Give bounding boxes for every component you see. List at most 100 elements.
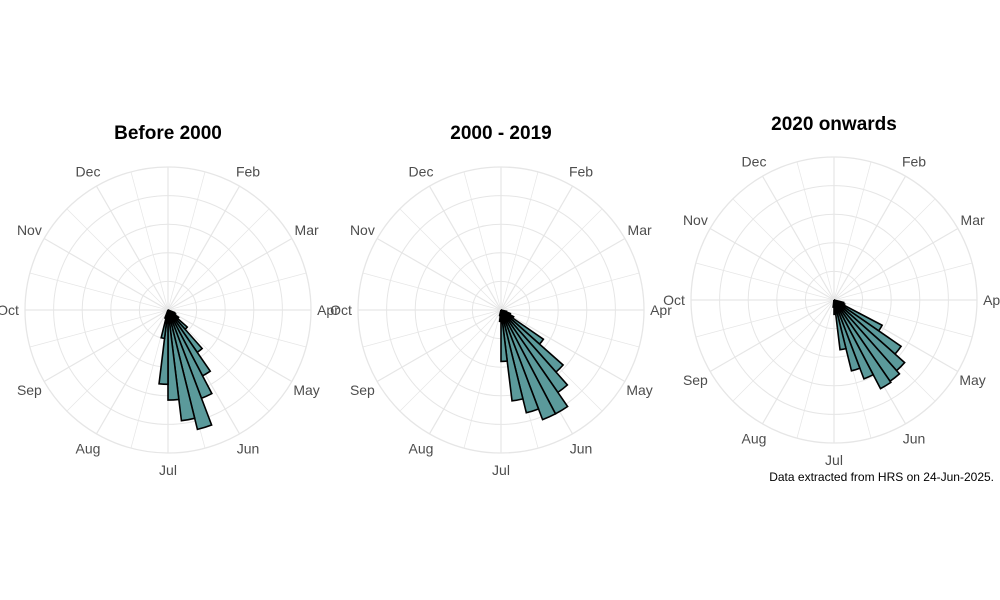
grid-spoke-major <box>376 309 502 383</box>
month-label-feb: Feb <box>902 153 926 169</box>
grid-spoke-major <box>43 237 169 311</box>
grid-spoke-minor <box>796 299 835 439</box>
grid-spoke-minor <box>732 198 835 301</box>
rose-bar <box>500 309 509 363</box>
month-label-sep: Sep <box>683 372 708 388</box>
grid-spoke-major <box>709 299 835 373</box>
grid-spoke-major <box>95 309 169 435</box>
month-label-oct: Oct <box>663 292 685 308</box>
rose-bar <box>833 299 875 380</box>
grid-spoke-minor <box>66 208 169 311</box>
grid-spoke-major <box>167 237 293 311</box>
month-label-jul: Jul <box>159 462 177 478</box>
month-label-mar: Mar <box>961 212 985 228</box>
grid-spoke-major <box>43 309 169 383</box>
rose-chart-2: Dec Feb Mar Apr May Jun Jul Aug Sep Oct Nov 2000 - … <box>330 123 672 478</box>
rose-bar <box>167 309 213 431</box>
grid-spoke-major <box>500 309 626 383</box>
rose-bar <box>832 299 835 308</box>
month-label-dec: Dec <box>76 163 101 179</box>
grid-spoke-minor <box>500 208 603 311</box>
month-label-nov: Nov <box>350 222 375 238</box>
month-label-jun: Jun <box>237 441 260 457</box>
month-label-may: May <box>626 382 652 398</box>
rose-bar <box>167 309 180 401</box>
month-label-jul: Jul <box>825 452 843 468</box>
grid-spoke-minor <box>130 171 169 311</box>
month-label-sep: Sep <box>350 382 375 398</box>
rose-bar <box>500 309 540 414</box>
grid-spoke-major <box>95 185 169 311</box>
grid-spoke-minor <box>463 309 502 449</box>
rose-bar <box>163 309 169 320</box>
month-label-jun: Jun <box>570 441 593 457</box>
data-source-caption: Data extracted from HRS on 24-Jun-2025. <box>769 470 994 484</box>
grid-spoke-major <box>500 185 574 311</box>
grid-spoke-minor <box>695 262 835 301</box>
grid-spoke-minor <box>167 171 206 311</box>
grid-spoke-minor <box>29 272 169 311</box>
month-label-oct: Oct <box>0 302 19 318</box>
grid-spoke-minor <box>463 171 502 311</box>
rose-bar <box>498 309 502 317</box>
grid-spoke-major <box>167 185 241 311</box>
rose-bar <box>167 309 196 422</box>
grid-spoke-minor <box>833 161 872 301</box>
rose-chart-1: Dec Feb Mar Apr May Jun Jul Aug Sep Oct Nov Before … <box>0 123 339 478</box>
grid-spoke-major <box>709 227 835 301</box>
grid-spoke-minor <box>732 299 835 402</box>
month-label-dec: Dec <box>409 163 434 179</box>
month-label-oct: Oct <box>330 302 352 318</box>
grid-spoke-minor <box>167 309 307 348</box>
grid-spoke-minor <box>362 272 502 311</box>
grid-spoke-major <box>761 175 835 301</box>
month-label-aug: Aug <box>742 431 767 447</box>
grid-spoke-major <box>833 175 907 301</box>
grid-spoke-minor <box>695 299 835 338</box>
month-label-nov: Nov <box>17 222 42 238</box>
month-label-feb: Feb <box>236 163 260 179</box>
grid-spoke-minor <box>399 208 502 311</box>
grid-spoke-major <box>833 227 959 301</box>
grid-spoke-major <box>167 309 293 383</box>
rose-chart-3: Dec Feb Mar Apr May Jun Jul Aug Sep Oct Nov 2020 on… <box>663 114 1000 468</box>
grid-spoke-minor <box>362 309 502 348</box>
chart-title: 2020 onwards <box>771 114 897 135</box>
grid-spoke-major <box>761 299 835 425</box>
month-label-jul: Jul <box>492 462 510 478</box>
grid-spoke-minor <box>833 198 936 301</box>
grid-spoke-minor <box>66 309 169 412</box>
month-label-mar: Mar <box>295 222 319 238</box>
month-label-aug: Aug <box>409 441 434 457</box>
grid-spoke-minor <box>399 309 502 412</box>
grid-spoke-major <box>428 309 502 435</box>
month-label-apr: Apr <box>650 302 672 318</box>
grid-spoke-minor <box>167 208 270 311</box>
grid-spoke-minor <box>500 272 640 311</box>
grid-spoke-minor <box>500 171 539 311</box>
grid-spoke-minor <box>29 309 169 348</box>
grid-spoke-minor <box>833 262 973 301</box>
month-label-dec: Dec <box>742 153 767 169</box>
grid-spoke-minor <box>167 272 307 311</box>
rose-bar <box>500 309 524 402</box>
grid-spoke-major <box>500 237 626 311</box>
rose-bar <box>833 299 861 372</box>
month-label-nov: Nov <box>683 212 708 228</box>
month-label-may: May <box>959 372 985 388</box>
rose-bar <box>833 299 892 390</box>
month-label-jun: Jun <box>903 431 926 447</box>
month-label-feb: Feb <box>569 163 593 179</box>
rose-bar <box>500 309 557 421</box>
grid-spoke-major <box>376 237 502 311</box>
month-label-sep: Sep <box>17 382 42 398</box>
month-label-apr: Apr <box>317 302 339 318</box>
rose-bar <box>833 299 847 351</box>
grid-spoke-minor <box>833 299 973 338</box>
month-label-aug: Aug <box>76 441 101 457</box>
month-label-may: May <box>293 382 319 398</box>
chart-title: Before 2000 <box>114 123 222 144</box>
grid-spoke-major <box>428 185 502 311</box>
month-label-mar: Mar <box>628 222 652 238</box>
